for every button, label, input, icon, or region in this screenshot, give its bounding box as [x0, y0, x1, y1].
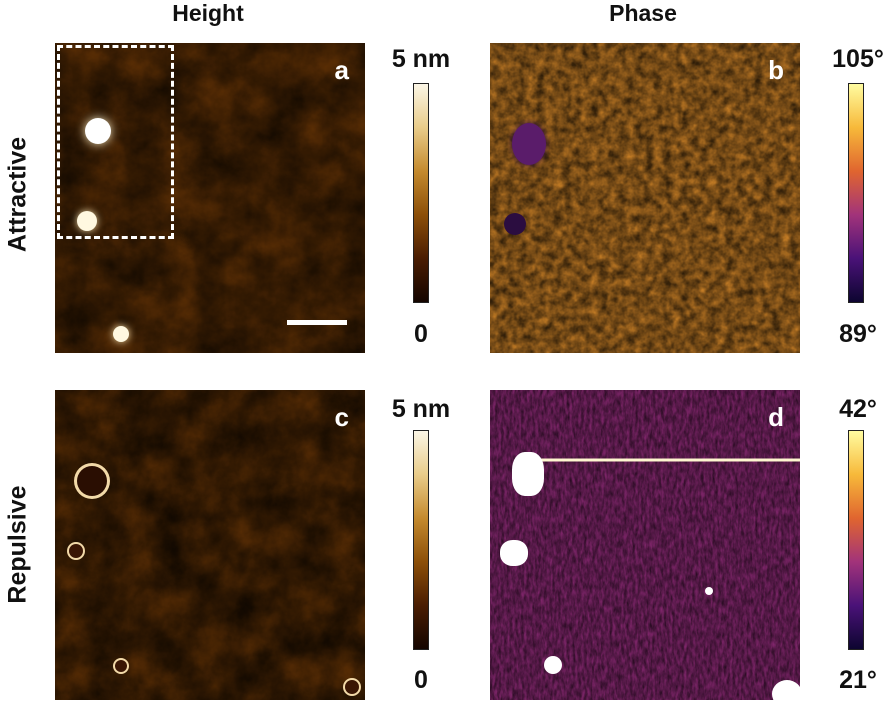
- colorbar-phase-d: [848, 430, 864, 650]
- afm-height-image-attractive: a: [55, 43, 365, 353]
- panel-letter-b: b: [768, 55, 784, 85]
- bright-particle: [85, 118, 111, 144]
- zoom-region-box: [57, 45, 174, 239]
- colorbar-min-label-d: 21°: [839, 666, 877, 694]
- colorbar-height-a: [413, 83, 429, 303]
- height-texture-a: [55, 43, 365, 353]
- colorbar-min-label-c: 0: [414, 666, 428, 694]
- panel-letter-a: a: [334, 55, 349, 85]
- column-title-height: Height: [172, 0, 244, 26]
- pit-feature: [115, 660, 127, 672]
- panel-letter-d: d: [768, 402, 784, 432]
- bright-particle: [512, 452, 544, 496]
- colorbar-max-label-d: 42°: [839, 395, 877, 423]
- bright-particle: [772, 680, 800, 700]
- row-title-repulsive: Repulsive: [3, 485, 32, 604]
- bright-particle: [544, 656, 562, 674]
- dark-pit: [504, 213, 526, 235]
- afm-phase-image-attractive: b: [490, 43, 800, 353]
- colorbar-max-label-b: 105°: [832, 45, 884, 73]
- afm-phase-image-repulsive: d: [490, 390, 800, 700]
- colorbar-min-label-b: 89°: [839, 320, 877, 348]
- dark-pit: [512, 123, 546, 165]
- colorbar-phase-b: [848, 83, 864, 303]
- pit-feature: [77, 466, 107, 496]
- phase-texture-b: [490, 43, 800, 353]
- colorbar-min-label-a: 0: [414, 320, 428, 348]
- row-title-attractive: Attractive: [3, 136, 32, 253]
- colorbar-max-label-a: 5 nm: [391, 45, 451, 73]
- pit-feature: [345, 680, 359, 694]
- colorbar-height-c: [413, 430, 429, 650]
- bright-particle: [77, 211, 97, 231]
- scale-bar: [287, 320, 347, 325]
- pit-feature: [69, 544, 83, 558]
- bright-particle: [705, 587, 713, 595]
- bright-particle: [500, 540, 528, 566]
- colorbar-max-label-c: 5 nm: [391, 395, 451, 423]
- height-texture-c: [55, 390, 365, 700]
- panel-letter-c: c: [334, 402, 349, 432]
- column-title-phase: Phase: [609, 0, 677, 26]
- afm-height-image-repulsive: c: [55, 390, 365, 700]
- phase-texture-d: [490, 390, 800, 700]
- bright-particle: [113, 326, 129, 342]
